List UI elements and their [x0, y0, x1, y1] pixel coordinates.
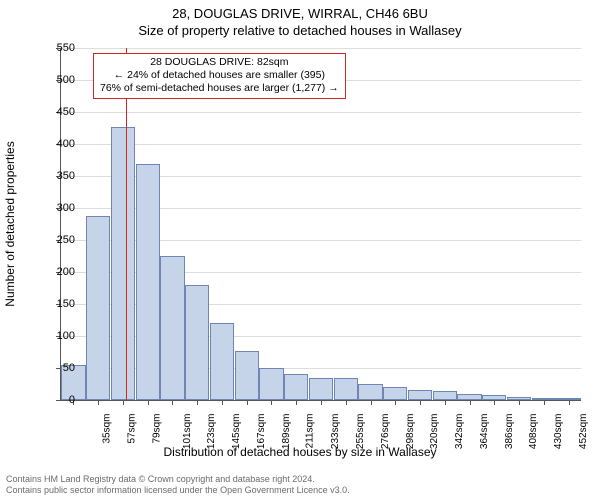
x-tick-label: 123sqm: [207, 414, 218, 450]
bar: [235, 351, 259, 400]
y-tick-label: 50: [39, 362, 75, 374]
chart-plot-area: 35sqm57sqm79sqm101sqm123sqm145sqm167sqm1…: [60, 48, 581, 401]
x-tick-mark: [519, 400, 520, 405]
x-tick-mark: [470, 400, 471, 405]
gridline: [61, 144, 581, 145]
x-tick-label: 167sqm: [256, 414, 267, 450]
x-tick-mark: [544, 400, 545, 405]
y-axis-label: Number of detached properties: [3, 141, 17, 306]
annotation-line-1: 28 DOUGLAS DRIVE: 82sqm: [100, 56, 339, 69]
bar: [284, 374, 308, 400]
x-tick-label: 255sqm: [355, 414, 366, 450]
x-axis-label: Distribution of detached houses by size …: [0, 445, 600, 459]
x-tick-label: 298sqm: [405, 414, 416, 450]
bar: [185, 285, 209, 400]
x-tick-mark: [197, 400, 198, 405]
bar: [433, 391, 457, 400]
y-tick-label: 550: [39, 42, 75, 54]
x-tick-label: 342sqm: [454, 414, 465, 450]
bar: [136, 164, 160, 400]
x-tick-mark: [569, 400, 570, 405]
y-tick-label: 100: [39, 330, 75, 342]
x-tick-mark: [371, 400, 372, 405]
page-title-address: 28, DOUGLAS DRIVE, WIRRAL, CH46 6BU: [0, 6, 600, 21]
footer-line-1: Contains HM Land Registry data © Crown c…: [6, 474, 594, 485]
x-tick-label: 233sqm: [330, 414, 341, 450]
y-tick-label: 150: [39, 298, 75, 310]
bar: [86, 216, 110, 400]
x-tick-mark: [346, 400, 347, 405]
x-tick-label: 35sqm: [102, 414, 113, 444]
x-tick-label: 145sqm: [231, 414, 242, 450]
x-tick-label: 211sqm: [305, 414, 316, 449]
bar: [383, 387, 407, 400]
y-tick-label: 0: [39, 394, 75, 406]
x-tick-mark: [148, 400, 149, 405]
x-tick-mark: [420, 400, 421, 405]
x-tick-mark: [98, 400, 99, 405]
x-tick-label: 430sqm: [553, 414, 564, 450]
x-tick-label: 276sqm: [380, 414, 391, 450]
y-tick-label: 350: [39, 170, 75, 182]
annotation-box: 28 DOUGLAS DRIVE: 82sqm ← 24% of detache…: [93, 53, 346, 99]
y-tick-label: 450: [39, 106, 75, 118]
x-tick-label: 320sqm: [429, 414, 440, 450]
x-tick-mark: [247, 400, 248, 405]
x-tick-label: 408sqm: [528, 414, 539, 450]
gridline: [61, 112, 581, 113]
x-tick-label: 364sqm: [479, 414, 490, 450]
y-tick-label: 300: [39, 202, 75, 214]
annotation-line-3: 76% of semi-detached houses are larger (…: [100, 82, 339, 95]
x-tick-mark: [222, 400, 223, 405]
chart-page: 28, DOUGLAS DRIVE, WIRRAL, CH46 6BU Size…: [0, 0, 600, 500]
bar: [408, 390, 432, 400]
x-tick-mark: [321, 400, 322, 405]
x-tick-mark: [271, 400, 272, 405]
bar: [309, 378, 333, 400]
x-tick-mark: [296, 400, 297, 405]
x-tick-label: 101sqm: [182, 414, 193, 450]
x-tick-label: 189sqm: [281, 414, 292, 450]
x-tick-mark: [395, 400, 396, 405]
page-subtitle: Size of property relative to detached ho…: [0, 23, 600, 38]
gridline: [61, 48, 581, 49]
footer-attribution: Contains HM Land Registry data © Crown c…: [6, 474, 594, 497]
bar: [111, 127, 135, 400]
bar: [210, 323, 234, 400]
bar: [259, 368, 283, 400]
x-tick-label: 452sqm: [578, 414, 589, 450]
x-tick-label: 79sqm: [151, 414, 162, 444]
x-tick-mark: [172, 400, 173, 405]
marker-line: [126, 48, 127, 400]
x-tick-mark: [123, 400, 124, 405]
x-tick-mark: [445, 400, 446, 405]
footer-line-2: Contains public sector information licen…: [6, 485, 594, 496]
x-tick-label: 57sqm: [127, 414, 138, 444]
x-tick-label: 386sqm: [504, 414, 515, 450]
y-tick-label: 250: [39, 234, 75, 246]
y-tick-label: 200: [39, 266, 75, 278]
x-tick-mark: [494, 400, 495, 405]
y-tick-label: 400: [39, 138, 75, 150]
bar: [160, 256, 184, 400]
bar: [334, 378, 358, 400]
annotation-line-2: ← 24% of detached houses are smaller (39…: [100, 69, 339, 82]
y-tick-label: 500: [39, 74, 75, 86]
bar: [358, 384, 382, 400]
